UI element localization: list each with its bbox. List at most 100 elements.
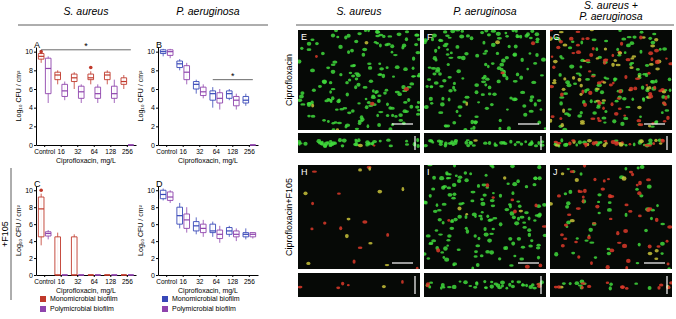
cell [624, 75, 627, 79]
x-tick-label: 32 [196, 148, 204, 155]
image-background [550, 30, 672, 130]
cell [588, 228, 593, 232]
cell [562, 109, 565, 113]
y-tick: 6 [29, 221, 36, 228]
cell [450, 220, 454, 223]
y-axis-title: Log₁₀ CFU / cm² [15, 70, 23, 121]
y-tick-mark [156, 241, 158, 242]
cell [321, 52, 325, 55]
cell [450, 30, 455, 33]
image-background [298, 273, 420, 297]
cell [518, 205, 522, 208]
cell [489, 233, 494, 235]
cell [595, 88, 599, 90]
x-axis-title: Ciprofloxacin, mg/L [178, 157, 238, 165]
image-panel-letter: E [301, 32, 307, 42]
cell [652, 142, 655, 145]
cell [577, 255, 580, 258]
cell [491, 62, 495, 65]
cell [530, 239, 533, 242]
cell [580, 120, 585, 123]
cell [595, 205, 599, 209]
x-tick-label: 32 [196, 278, 204, 285]
cell [608, 201, 612, 204]
cell [662, 91, 666, 94]
cell [484, 30, 488, 33]
cell [363, 86, 368, 89]
cell [533, 219, 536, 222]
legend-swatch [162, 306, 168, 312]
scale-bar [518, 262, 539, 263]
cell [347, 284, 350, 286]
cell [648, 252, 653, 255]
median [184, 72, 190, 73]
cell [461, 77, 464, 79]
cell [554, 252, 558, 256]
cell [315, 55, 318, 58]
cell [341, 144, 345, 147]
cell [415, 34, 420, 37]
cell [611, 63, 615, 67]
y-tick-label: 8 [29, 67, 33, 74]
x-tick-label: Control [34, 278, 56, 285]
cell [603, 81, 607, 83]
cell [580, 84, 583, 88]
y-tick-label: 6 [29, 86, 33, 93]
cell [345, 125, 348, 128]
column-header: P. aeruginosa [453, 5, 517, 17]
cell [621, 37, 626, 40]
cell [560, 233, 564, 236]
cell [561, 244, 565, 248]
box-panel: 0246810Control163264128256Log₁₀ CFU / cm… [137, 40, 259, 165]
cell [358, 121, 362, 125]
cell [535, 204, 538, 208]
x-tick: 256 [244, 275, 255, 285]
cell [530, 95, 534, 98]
image-panel-letter: F [427, 32, 433, 42]
scale-bar [540, 136, 541, 150]
panel-letter: C [34, 179, 41, 189]
y-tick-label: 0 [29, 142, 33, 149]
cell [455, 174, 458, 177]
cell [563, 238, 567, 241]
median [95, 93, 101, 94]
image-section [550, 273, 672, 297]
cell [358, 246, 363, 249]
cell [389, 145, 393, 148]
cell [562, 128, 567, 130]
cell [416, 138, 419, 142]
cell [667, 267, 671, 269]
cell [551, 56, 554, 58]
box [45, 58, 51, 93]
cell [589, 242, 594, 244]
x-tick-label: 128 [105, 278, 116, 285]
cell [648, 94, 653, 98]
cell [577, 114, 582, 117]
header-rule [18, 25, 268, 26]
cell [501, 284, 504, 287]
cell [536, 247, 540, 250]
x-axis-line [159, 275, 259, 276]
y-axis-line [158, 48, 159, 146]
row-rule [11, 168, 12, 300]
cell [375, 30, 380, 33]
cell [616, 64, 621, 67]
cell [474, 83, 479, 87]
median [177, 63, 183, 64]
cell [576, 237, 579, 239]
cell [609, 283, 613, 286]
median [167, 51, 173, 52]
y-tick-label: 8 [151, 204, 155, 211]
cell [357, 138, 360, 142]
cell [298, 99, 302, 102]
cell [457, 249, 461, 251]
box [111, 86, 117, 98]
median [104, 274, 110, 275]
cell [575, 178, 579, 182]
cell [528, 285, 533, 289]
cell [496, 284, 501, 288]
cell [298, 140, 301, 143]
box [78, 275, 84, 276]
y-tick-mark [156, 224, 158, 225]
cell [328, 99, 333, 102]
